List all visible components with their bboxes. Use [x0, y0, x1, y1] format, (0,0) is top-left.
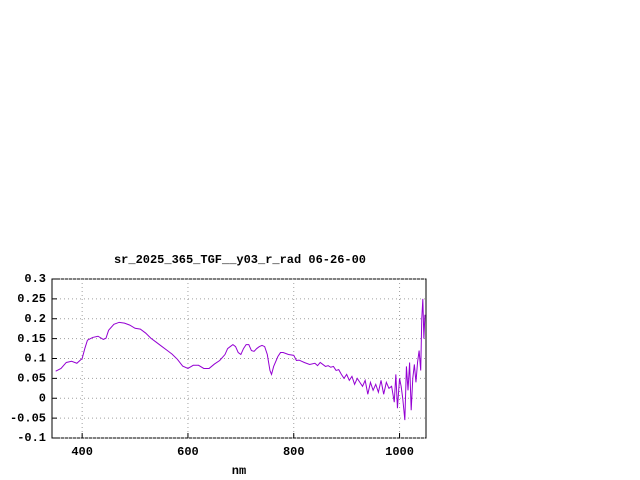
y-tick-label: 0.05: [17, 372, 46, 386]
data-line: [55, 298, 426, 421]
x-tick-label: 800: [283, 445, 305, 459]
y-tick-label: 0.3: [24, 272, 46, 286]
y-tick-label: 0.1: [24, 352, 46, 366]
x-tick-label: 600: [177, 445, 199, 459]
y-tick-label: 0: [39, 391, 46, 405]
x-tick-label: 400: [71, 445, 93, 459]
x-axis-label: nm: [232, 464, 246, 478]
y-tick-label: -0.1: [17, 431, 46, 445]
y-tick-label: 0.15: [17, 332, 46, 346]
chart-title: sr_2025_365_TGF__y03_r_rad 06-26-00: [114, 253, 366, 267]
y-tick-label: -0.05: [10, 411, 46, 425]
y-tick-label: 0.25: [17, 292, 46, 306]
y-tick-label: 0.2: [24, 312, 46, 326]
x-tick-label: 1000: [385, 445, 414, 459]
